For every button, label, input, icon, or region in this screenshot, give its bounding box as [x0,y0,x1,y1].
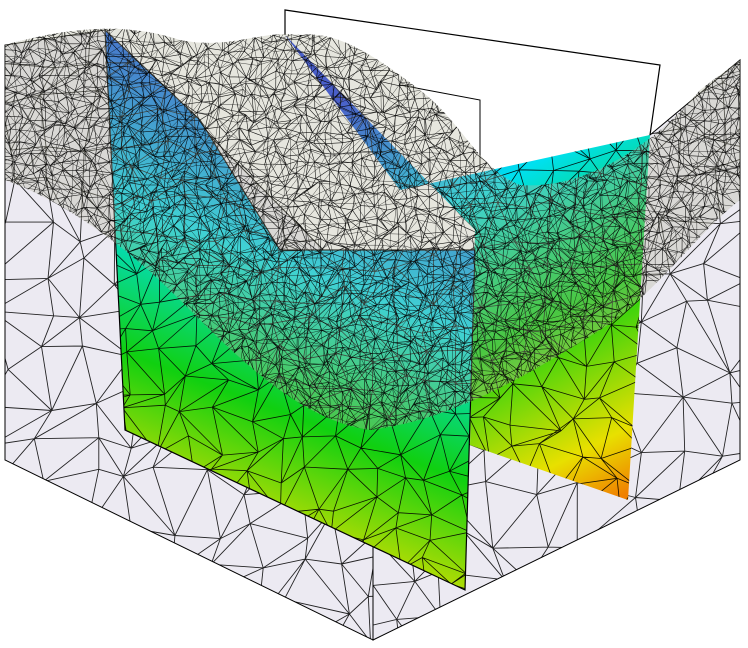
back-slice-inner-outline [399,84,481,170]
back-slice-outline [284,9,661,136]
